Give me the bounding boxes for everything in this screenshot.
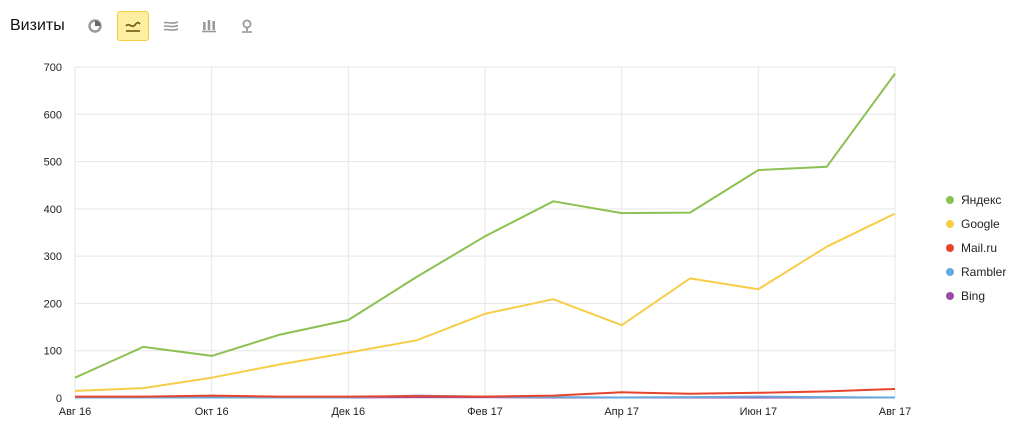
bar-view-button[interactable] bbox=[193, 11, 225, 41]
y-tick-label: 0 bbox=[56, 393, 62, 405]
area-chart-icon bbox=[163, 21, 179, 31]
pie-view-button[interactable] bbox=[79, 11, 111, 41]
legend-dot bbox=[946, 244, 954, 252]
legend-label: Яндекс bbox=[961, 193, 1002, 207]
x-tick-label: Авг 17 bbox=[879, 406, 911, 418]
area-view-button[interactable] bbox=[155, 11, 187, 41]
chart-legend: Яндекс Google Mail.ru Rambler Bing bbox=[946, 188, 1006, 308]
x-tick-label: Июн 17 bbox=[740, 406, 778, 418]
legend-item[interactable]: Bing bbox=[946, 284, 1006, 308]
legend-item[interactable]: Google bbox=[946, 212, 1006, 236]
x-tick-label: Авг 16 bbox=[59, 406, 91, 418]
y-tick-label: 500 bbox=[44, 157, 62, 169]
legend-dot bbox=[946, 220, 954, 228]
chart-toolbar: Визиты bbox=[10, 10, 269, 42]
legend-item[interactable]: Mail.ru bbox=[946, 236, 1006, 260]
legend-item[interactable]: Rambler bbox=[946, 260, 1006, 284]
legend-label: Bing bbox=[961, 289, 986, 303]
y-tick-label: 400 bbox=[44, 204, 62, 216]
x-tick-label: Апр 17 bbox=[604, 406, 639, 418]
x-tick-label: Окт 16 bbox=[195, 406, 229, 418]
legend-dot bbox=[946, 292, 954, 300]
legend-item[interactable]: Яндекс bbox=[946, 188, 1006, 212]
legend-label: Mail.ru bbox=[961, 241, 998, 255]
legend-dot bbox=[946, 268, 954, 276]
pie-chart-icon bbox=[88, 19, 102, 33]
series-line bbox=[74, 73, 896, 379]
legend-dot bbox=[946, 196, 954, 204]
line-view-button[interactable] bbox=[116, 11, 149, 41]
series-line bbox=[75, 388, 896, 398]
x-tick-label: Дек 16 bbox=[331, 406, 365, 418]
y-tick-label: 700 bbox=[44, 62, 62, 74]
x-tick-label: Фев 17 bbox=[467, 406, 503, 418]
chart-title: Визиты bbox=[10, 17, 65, 34]
y-tick-label: 300 bbox=[44, 251, 62, 263]
legend-label: Google bbox=[961, 217, 1000, 231]
y-tick-label: 200 bbox=[44, 298, 62, 310]
y-tick-label: 600 bbox=[44, 109, 62, 121]
y-tick-label: 100 bbox=[44, 346, 62, 358]
legend-label: Rambler bbox=[961, 265, 1007, 279]
bar-chart-icon bbox=[201, 20, 216, 33]
map-pin-icon bbox=[241, 19, 252, 33]
map-view-button[interactable] bbox=[231, 11, 263, 41]
series-line bbox=[74, 212, 896, 392]
line-chart-icon bbox=[125, 21, 141, 32]
